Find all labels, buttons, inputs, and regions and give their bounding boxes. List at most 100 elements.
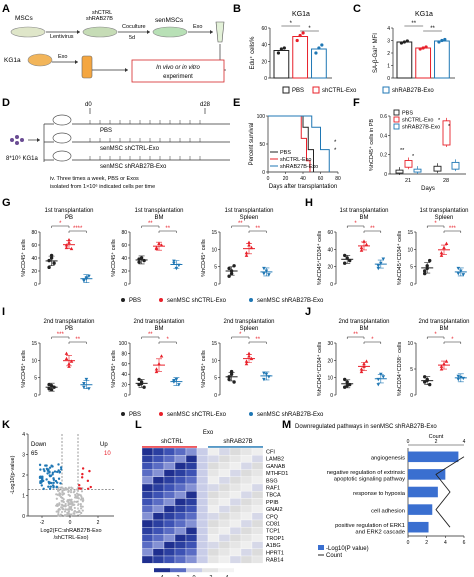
y-tick-label: 0 bbox=[262, 170, 265, 176]
y-tick-label: 20 bbox=[327, 358, 333, 364]
data-point bbox=[67, 238, 71, 242]
heatmap-cell bbox=[218, 469, 231, 477]
heatmap-cell bbox=[141, 483, 154, 492]
gene-label: LAMB2 bbox=[266, 457, 284, 463]
data-point bbox=[67, 499, 70, 502]
data-point bbox=[70, 488, 73, 492]
data-point bbox=[58, 489, 61, 492]
plot-header: 1st transplantation bbox=[419, 208, 468, 214]
heatmap-cell bbox=[240, 498, 253, 506]
heatmap-cell bbox=[163, 534, 176, 542]
y-tick-label: 0 bbox=[410, 393, 413, 399]
heatmap-cell bbox=[152, 447, 165, 456]
data-point bbox=[55, 485, 59, 489]
data-point bbox=[69, 491, 73, 494]
plot-title: BM bbox=[360, 215, 369, 221]
data-point bbox=[172, 261, 176, 265]
pathway-bar bbox=[408, 451, 459, 463]
data-point bbox=[227, 274, 231, 278]
heatmap-cell bbox=[240, 462, 253, 470]
cell-dot bbox=[20, 138, 24, 142]
data-point bbox=[177, 263, 181, 268]
y-tick-label: 15 bbox=[407, 230, 413, 236]
heatmap-cell bbox=[251, 555, 264, 564]
data-point bbox=[461, 273, 466, 277]
heatmap-cell bbox=[185, 483, 198, 492]
data-point bbox=[87, 274, 91, 278]
data-point bbox=[399, 41, 404, 45]
y-axis-label: Edu⁺ cells% bbox=[249, 36, 256, 70]
heatmap-cell bbox=[196, 462, 209, 470]
data-point bbox=[137, 260, 141, 264]
heatmap-cell bbox=[163, 541, 176, 549]
heatmap-cell bbox=[207, 476, 220, 485]
heatmap-cell bbox=[196, 455, 209, 463]
legend-swatch bbox=[249, 298, 253, 302]
plot-title: KG1a bbox=[292, 11, 310, 18]
data-point bbox=[456, 377, 461, 382]
data-point bbox=[348, 258, 352, 263]
data-point bbox=[423, 375, 427, 379]
data-point bbox=[69, 246, 74, 251]
heatmap-cell bbox=[207, 483, 220, 492]
data-point bbox=[59, 514, 62, 518]
cell-dot bbox=[10, 138, 14, 142]
data-point bbox=[423, 271, 427, 276]
data-point bbox=[227, 266, 231, 271]
heatmap-cell bbox=[251, 491, 264, 499]
sig-label: * bbox=[354, 221, 357, 227]
data-point bbox=[314, 51, 318, 55]
gene-label: TROP1 bbox=[266, 536, 284, 542]
panel-h: 1st transplantationBM0204060%hCD45⁺CD34⁺… bbox=[316, 208, 469, 288]
y-tick-label: 15 bbox=[211, 230, 217, 236]
data-point bbox=[428, 258, 432, 263]
plot-title: Spleen bbox=[240, 215, 259, 221]
y-tick-label: 5 bbox=[410, 265, 413, 271]
heatmap-cell bbox=[218, 491, 231, 499]
pathway-label: angiogenesis bbox=[371, 456, 405, 462]
pathway-label: positive regulation of ERK1 bbox=[335, 523, 405, 529]
bar bbox=[273, 50, 290, 79]
legend-label: PBS bbox=[280, 150, 291, 156]
arrowhead-icon bbox=[210, 30, 213, 34]
data-point bbox=[64, 505, 67, 508]
data-point bbox=[47, 265, 51, 270]
data-point bbox=[440, 38, 444, 43]
y-tick-label: 30 bbox=[327, 341, 333, 347]
sig-bracket bbox=[51, 336, 70, 339]
legend-swatch bbox=[159, 298, 163, 302]
heatmap-cell bbox=[174, 498, 187, 506]
data-point bbox=[421, 46, 425, 50]
data-point bbox=[50, 481, 53, 485]
scale-tick: -4 bbox=[224, 575, 229, 577]
heatmap-cell bbox=[207, 527, 220, 535]
heatmap-cell bbox=[174, 483, 187, 492]
y-axis-label: %hCD45⁺CD34⁺ cells bbox=[396, 231, 403, 286]
data-point bbox=[67, 486, 71, 489]
y-tick-label: 10 bbox=[211, 358, 217, 364]
data-point bbox=[66, 508, 69, 511]
y-tick-label: 80 bbox=[31, 230, 37, 236]
data-point bbox=[42, 487, 45, 491]
panel-letter-l: L bbox=[135, 419, 142, 431]
heatmap-cell bbox=[174, 455, 187, 463]
data-point bbox=[444, 359, 449, 363]
legend-line-label: Count bbox=[326, 553, 342, 559]
data-point bbox=[317, 46, 321, 50]
heatmap-cell bbox=[240, 555, 253, 564]
heatmap-cell bbox=[240, 519, 253, 528]
y-axis-label: %hCD45⁺ cells bbox=[110, 239, 117, 277]
data-point bbox=[75, 500, 78, 503]
heatmap-cell bbox=[196, 469, 209, 477]
data-point bbox=[424, 45, 428, 49]
y-tick-label: 0 bbox=[264, 76, 267, 82]
heatmap-cell bbox=[196, 555, 209, 564]
data-point bbox=[49, 253, 54, 258]
y-tick-label: 100 bbox=[257, 114, 266, 120]
y-axis-label: %hCD45⁺ cells bbox=[200, 239, 207, 277]
heatmap-cell bbox=[196, 527, 209, 535]
data-point bbox=[41, 479, 44, 483]
data-point bbox=[232, 380, 236, 384]
arrowhead-icon bbox=[125, 68, 128, 72]
y-tick-label: 0 bbox=[124, 282, 127, 288]
